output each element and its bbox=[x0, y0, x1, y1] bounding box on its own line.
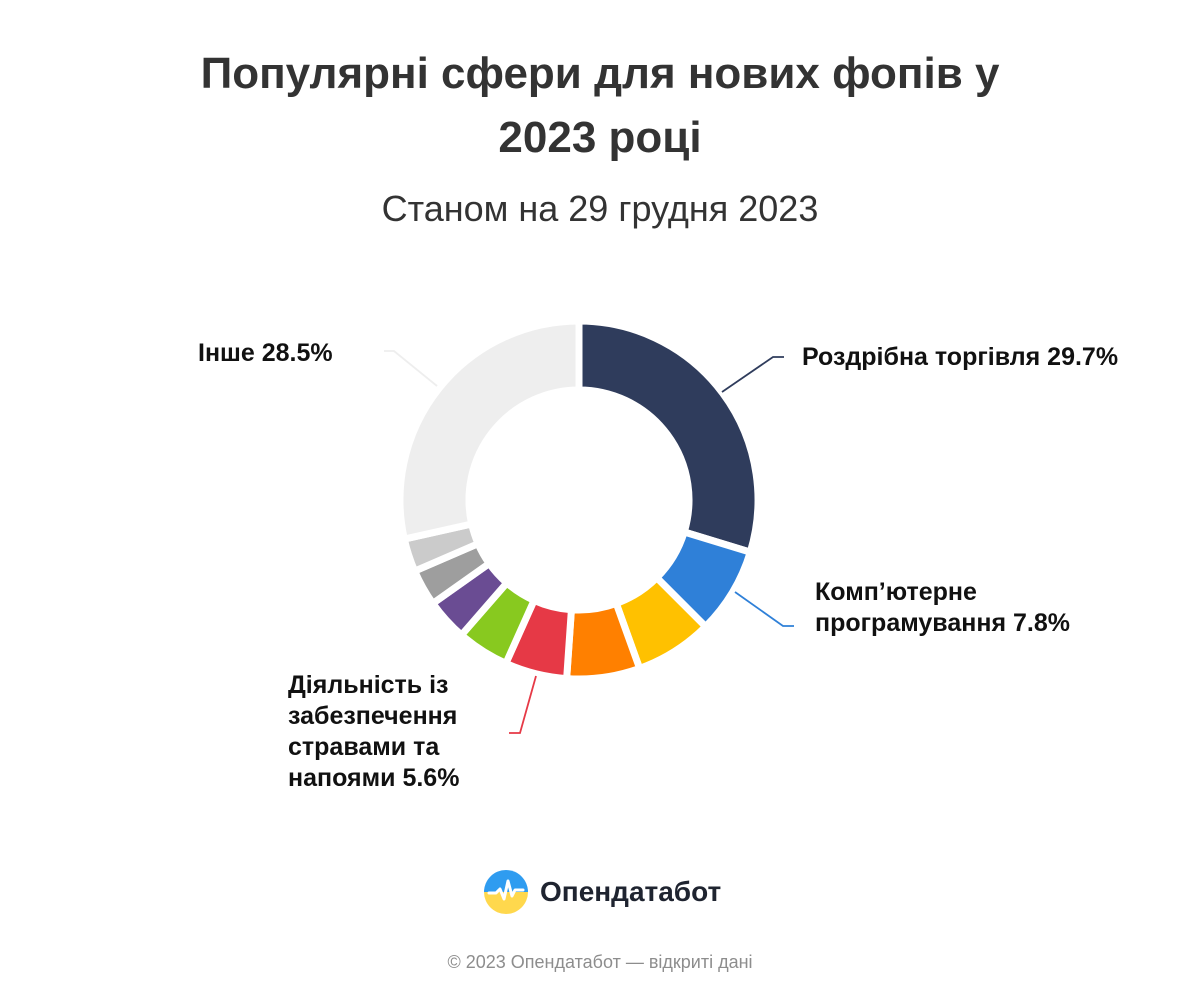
slice-label-programming: Комп’ютерне програмування 7.8% bbox=[815, 578, 1070, 637]
footer-copyright: © 2023 Опендатабот — відкриті дані bbox=[447, 952, 753, 972]
slice-label-retail: Роздрібна торгівля 29.7% bbox=[802, 343, 1119, 371]
retail-leader-line bbox=[721, 356, 784, 393]
donut-slice-1 bbox=[575, 317, 762, 556]
slice-label-food: Діяльність із забезпечення стравами та н… bbox=[288, 671, 460, 792]
brand-name: Опендатабот bbox=[540, 876, 722, 907]
programming-leader-line bbox=[734, 591, 794, 627]
leader-lines bbox=[384, 350, 794, 734]
opendatabot-logo-icon bbox=[484, 870, 528, 914]
donut-slices bbox=[396, 317, 762, 683]
other-leader-line bbox=[384, 350, 438, 387]
brand: Опендатабот bbox=[484, 870, 721, 914]
donut-slice-10 bbox=[396, 317, 583, 543]
food-leader-line bbox=[509, 675, 537, 734]
slice-label-other: Інше 28.5% bbox=[198, 339, 333, 367]
chart-subtitle: Станом на 29 грудня 2023 bbox=[381, 188, 819, 229]
chart-title: Популярні сфери для нових фопів у 2023 р… bbox=[200, 49, 1000, 162]
